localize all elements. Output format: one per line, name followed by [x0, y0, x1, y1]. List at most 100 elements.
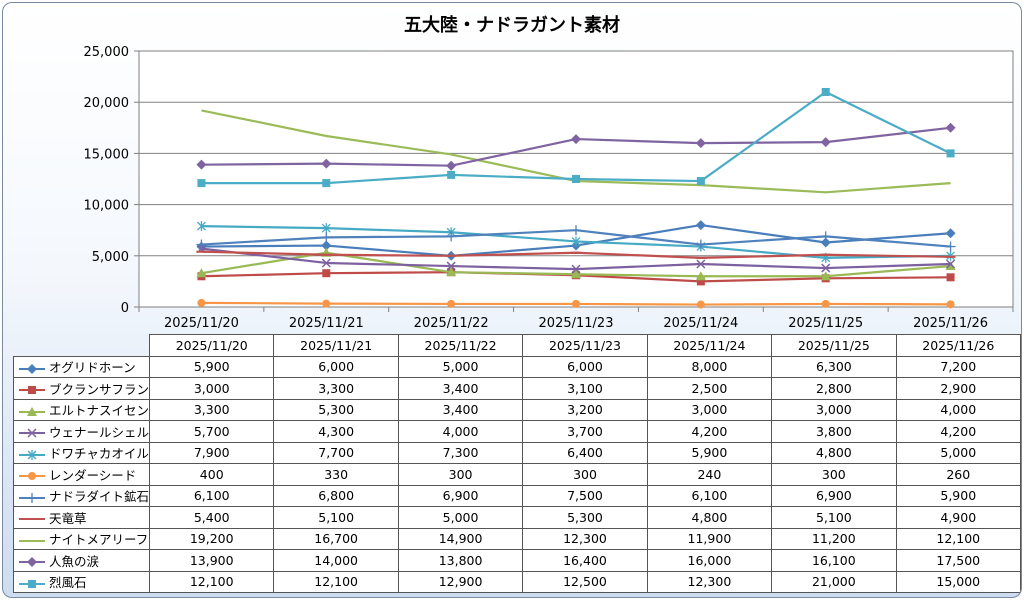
data-point: [946, 149, 955, 158]
table-cell: 16,100: [771, 549, 897, 572]
x-tick-label: 2025/11/21: [289, 316, 364, 331]
data-point: [696, 177, 705, 186]
table-cell: 11,200: [771, 527, 897, 550]
table-cell: 3,400: [397, 377, 524, 400]
table-cell: 6,100: [646, 484, 773, 507]
y-tick-label: 5,000: [92, 250, 129, 265]
table-cell: 14,000: [273, 549, 399, 572]
table-cell: 6,900: [771, 484, 897, 507]
table-cell: 3,400: [397, 398, 524, 421]
table-cell: 5,700: [149, 420, 275, 443]
table-column-header: 2025/11/25: [771, 334, 897, 357]
series-6: [197, 298, 955, 309]
table-cell: 16,700: [273, 527, 399, 550]
table-cell: 5,900: [895, 484, 1021, 507]
legend-key: [19, 428, 45, 438]
data-point: [945, 241, 956, 252]
table-cell: 5,400: [149, 506, 275, 529]
data-point: [945, 261, 956, 271]
table-cell: 7,500: [522, 484, 648, 507]
y-tick-label: 20,000: [84, 96, 130, 111]
data-point: [571, 269, 581, 279]
table-cell: 17,500: [895, 549, 1021, 572]
series-11: [197, 87, 955, 188]
data-point: [695, 271, 706, 281]
data-point: [321, 158, 332, 169]
data-point: [696, 277, 705, 286]
data-table: 2025/11/20 2025/11/21 2025/11/22 2025/11/23…: [12, 334, 1021, 593]
table-cell: 12,500: [522, 570, 648, 593]
data-point: [695, 138, 706, 149]
table-cell: 400: [149, 463, 275, 486]
data-point: [572, 299, 580, 308]
table-cell: 300: [771, 463, 897, 486]
table-cell: 5,900: [149, 355, 275, 378]
data-point: [446, 160, 457, 171]
legend-key-marker: [28, 386, 36, 395]
series-legend-cell: 人魚の涙: [12, 549, 151, 572]
table-cell: 13,800: [397, 549, 524, 572]
data-point: [447, 299, 456, 308]
table-cell: 6,000: [522, 355, 648, 378]
legend-key: [19, 579, 45, 588]
table-row: レンダーシード 400 330 300 300 240 300 260: [12, 463, 1021, 486]
table-cell: 12,300: [646, 570, 773, 593]
series-legend-cell: 烈風石: [12, 570, 151, 593]
series-legend-cell: レンダーシード: [12, 463, 151, 486]
data-point: [447, 170, 456, 179]
data-point: [571, 225, 581, 236]
table-cell: 4,800: [771, 441, 897, 464]
table-column-header: 2025/11/24: [646, 334, 773, 357]
table-cell: 6,300: [771, 355, 897, 378]
table-cell: 6,900: [397, 484, 524, 507]
table-cell: 4,200: [895, 420, 1021, 443]
data-point: [446, 231, 457, 242]
table-cell: 4,900: [895, 506, 1021, 529]
data-point: [820, 271, 831, 281]
data-point: [322, 269, 331, 278]
table-cell: 12,300: [522, 527, 648, 550]
plot-area: 0 5,000 10,000 15,000 20,000 25,000 2025/11/20…: [84, 45, 1014, 331]
table-row: 人魚の涙 13,900 14,000 13,800 16,400 16,000 16,100…: [12, 549, 1021, 572]
legend-key: [19, 492, 45, 503]
data-point: [572, 175, 580, 183]
table-cell: 12,100: [895, 527, 1021, 550]
legend-key-marker: [27, 428, 37, 438]
table-cell: 2,800: [771, 377, 897, 400]
table-cell: 3,700: [522, 420, 648, 443]
table-cell: 16,400: [522, 549, 648, 572]
table-cell: 5,000: [397, 506, 524, 529]
data-point: [196, 268, 207, 278]
data-point: [322, 179, 331, 188]
table-cell: 4,200: [646, 420, 773, 443]
table-row: ナイトメアリーフ 19,200 16,700 14,900 12,300 11,900 11…: [12, 527, 1021, 550]
table-cell: 7,300: [397, 441, 524, 464]
series-legend-cell: オグリドホーン: [12, 355, 151, 378]
table-cell: 12,100: [149, 570, 275, 593]
table-cell: 3,300: [149, 398, 275, 421]
series-name: オグリドホーン: [49, 360, 136, 376]
table-cell: 15,000: [895, 570, 1021, 593]
series-legend-cell: ウェナールシェル: [12, 420, 151, 443]
legend-key: [19, 539, 45, 542]
series-name: ブクランサフラン: [49, 381, 150, 397]
legend-key: [19, 363, 45, 374]
table-cell: 7,900: [149, 441, 275, 464]
table-cell: 3,000: [149, 377, 275, 400]
data-point: [945, 228, 956, 239]
series-name: エルトナスイセン: [49, 403, 150, 419]
legend-key-marker: [27, 449, 37, 460]
series-legend-cell: ドワチャカオイル: [12, 441, 151, 464]
data-point: [696, 300, 705, 309]
x-tick-label: 2025/11/20: [164, 316, 239, 331]
table-cell: 2,500: [646, 377, 773, 400]
legend-key-marker: [27, 406, 37, 416]
data-point: [571, 236, 581, 247]
table-row: ウェナールシェル 5,700 4,300 4,000 3,700 4,200 3,800 4,…: [12, 420, 1021, 443]
x-tick-label: 2025/11/24: [663, 316, 738, 331]
table-cell: 5,900: [646, 441, 773, 464]
table-cell: 16,000: [646, 549, 773, 572]
series-8: [196, 250, 956, 259]
series-10: [196, 122, 956, 171]
series-name: ウェナールシェル: [49, 424, 150, 440]
